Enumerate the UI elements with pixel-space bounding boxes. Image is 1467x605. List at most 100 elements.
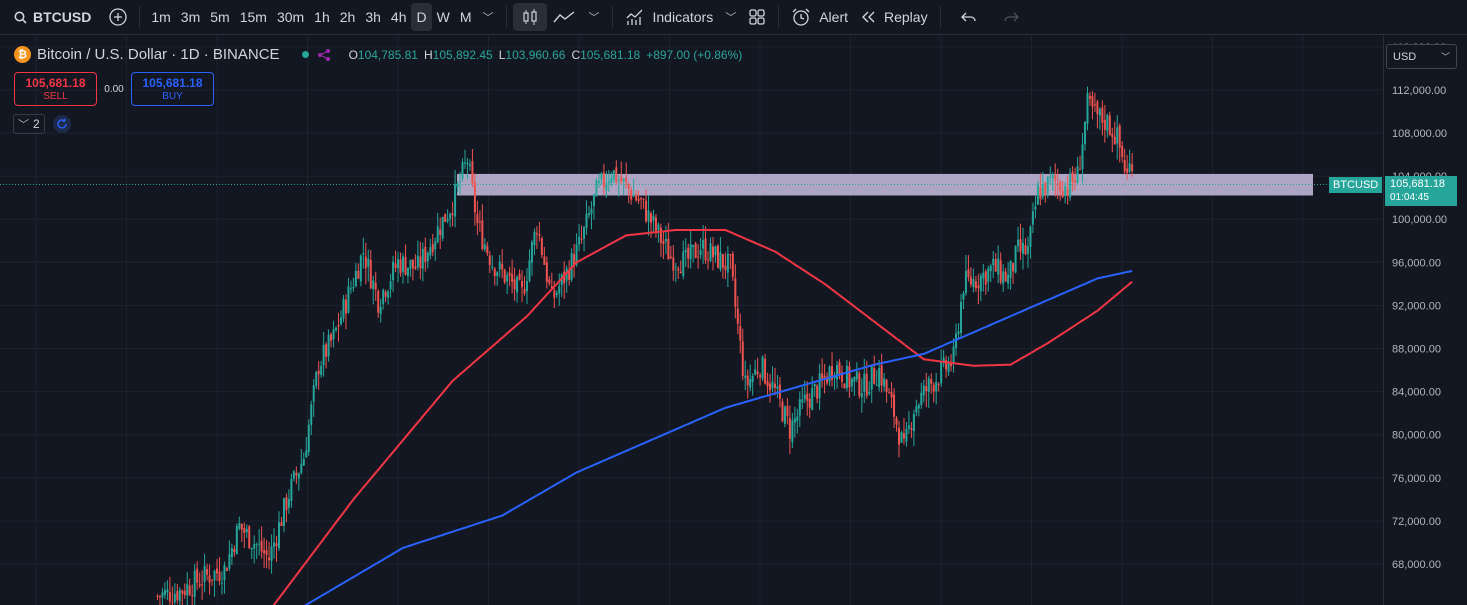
- candle-up: [516, 276, 519, 293]
- interval-3h-button[interactable]: 3h: [365, 9, 381, 25]
- candle-down: [424, 246, 427, 263]
- candle-up: [402, 256, 404, 272]
- price-chart[interactable]: 68,000.00 72,000.00 76,000.00 80,000.00 84,0…: [0, 36, 1467, 605]
- search-icon: [14, 11, 27, 24]
- redo-button[interactable]: [997, 3, 1025, 31]
- candle-up: [245, 528, 248, 533]
- candle-up: [813, 383, 816, 387]
- candle-down: [831, 366, 834, 380]
- share-nodes-icon[interactable]: [317, 48, 331, 62]
- replay-button[interactable]: Replay: [854, 3, 934, 31]
- candle-up: [1022, 242, 1024, 254]
- interval-m-button[interactable]: M: [459, 9, 472, 25]
- candle-up: [714, 246, 717, 256]
- sync-icon[interactable]: [52, 115, 71, 133]
- candle-up: [863, 373, 866, 392]
- indicators-dropdown-button[interactable]: ﹀: [719, 3, 742, 31]
- candle-up: [228, 554, 231, 569]
- candle-up: [389, 281, 392, 290]
- chevron-down-icon: ﹀: [1440, 52, 1450, 62]
- candle-down: [411, 259, 414, 268]
- candle-down: [1061, 190, 1064, 198]
- candle-up: [446, 219, 449, 222]
- candle-down: [707, 259, 710, 261]
- candle-up: [528, 260, 531, 281]
- candle-down: [431, 244, 434, 253]
- chart-pane[interactable]: 68,000.00 72,000.00 76,000.00 80,000.00 84,0…: [0, 36, 1467, 605]
- candle-up: [783, 406, 786, 424]
- interval-w-button[interactable]: W: [436, 9, 450, 25]
- candle-up: [952, 346, 955, 364]
- interval-d-button[interactable]: D: [411, 3, 432, 31]
- candle-up: [947, 362, 950, 372]
- candle-down: [1131, 164, 1134, 171]
- candle-up: [352, 286, 355, 289]
- market-status-dot[interactable]: [301, 51, 309, 58]
- interval-1m-button[interactable]: 1m: [151, 9, 171, 25]
- interval-1h-button[interactable]: 1h: [314, 9, 330, 25]
- candle-up: [960, 301, 962, 334]
- candle-down: [739, 326, 742, 341]
- candle-up: [682, 251, 685, 277]
- candle-up: [193, 570, 196, 597]
- candle-up: [1106, 115, 1109, 132]
- interval-30m-button[interactable]: 30m: [276, 9, 305, 25]
- candle-up: [1034, 206, 1037, 210]
- interval-dropdown-button[interactable]: ﹀: [477, 3, 500, 31]
- candle-down: [330, 334, 333, 341]
- interval-3m-button[interactable]: 3m: [180, 9, 201, 25]
- interval-15m-button[interactable]: 15m: [239, 9, 267, 25]
- candle-up: [300, 463, 303, 473]
- buy-button[interactable]: 105,681.18 BUY: [131, 72, 214, 106]
- compare-symbol-button[interactable]: [103, 3, 133, 31]
- candle-down: [654, 217, 657, 232]
- candle-down: [756, 371, 759, 375]
- alert-button[interactable]: Alert: [785, 3, 854, 31]
- candle-down: [895, 417, 898, 425]
- candle-down: [439, 229, 442, 235]
- candle-up: [278, 522, 280, 549]
- candle-up: [878, 367, 881, 388]
- candle-down: [488, 255, 491, 266]
- candle-up: [203, 565, 206, 582]
- candle-up: [253, 544, 256, 549]
- candle-down: [930, 379, 933, 384]
- candle-down: [540, 238, 543, 256]
- interval-4h-button[interactable]: 4h: [390, 9, 407, 25]
- indicators-collapse-button[interactable]: ﹀ 2: [13, 114, 45, 134]
- undo-button[interactable]: [955, 3, 983, 31]
- y-axis-tick-label: 80,000.00: [1392, 430, 1441, 442]
- candle-up: [798, 399, 801, 416]
- sell-button[interactable]: 105,681.18 SELL: [14, 72, 97, 106]
- candle-up: [1076, 166, 1079, 183]
- candle-up: [379, 306, 382, 315]
- interval-5m-button[interactable]: 5m: [210, 9, 230, 25]
- candle-down: [357, 270, 360, 279]
- alert-label: Alert: [819, 9, 848, 25]
- candle-down: [736, 308, 739, 324]
- candle-down: [168, 592, 171, 602]
- interval-2h-button[interactable]: 2h: [339, 9, 356, 25]
- symbol-title[interactable]: Bitcoin / U.S. Dollar · 1D · BINANCE: [37, 46, 280, 63]
- buy-price: 105,681.18: [142, 76, 203, 90]
- layout-templates-button[interactable]: [742, 3, 772, 31]
- candle-up: [870, 366, 873, 390]
- candle-down: [1079, 169, 1082, 171]
- candle-up: [607, 181, 610, 184]
- chart-type-line-button[interactable]: ﹀: [547, 3, 606, 31]
- candle-down: [295, 472, 298, 476]
- candle-up: [791, 420, 794, 443]
- currency-select[interactable]: USD ﹀: [1386, 44, 1457, 69]
- symbol-search-button[interactable]: BTCUSD: [0, 3, 103, 31]
- indicators-button[interactable]: Indicators: [619, 3, 720, 31]
- chart-type-candles-button[interactable]: [512, 3, 547, 31]
- candle-up: [359, 255, 362, 282]
- candle-up: [912, 413, 915, 432]
- candle-up: [836, 364, 838, 380]
- low-value: L103,960.66: [498, 47, 566, 62]
- candle-up: [340, 317, 342, 325]
- candle-up: [1051, 174, 1054, 179]
- candle-up: [855, 371, 858, 380]
- line-chart-icon: [552, 11, 574, 23]
- symbol-name: BTCUSD: [33, 9, 92, 25]
